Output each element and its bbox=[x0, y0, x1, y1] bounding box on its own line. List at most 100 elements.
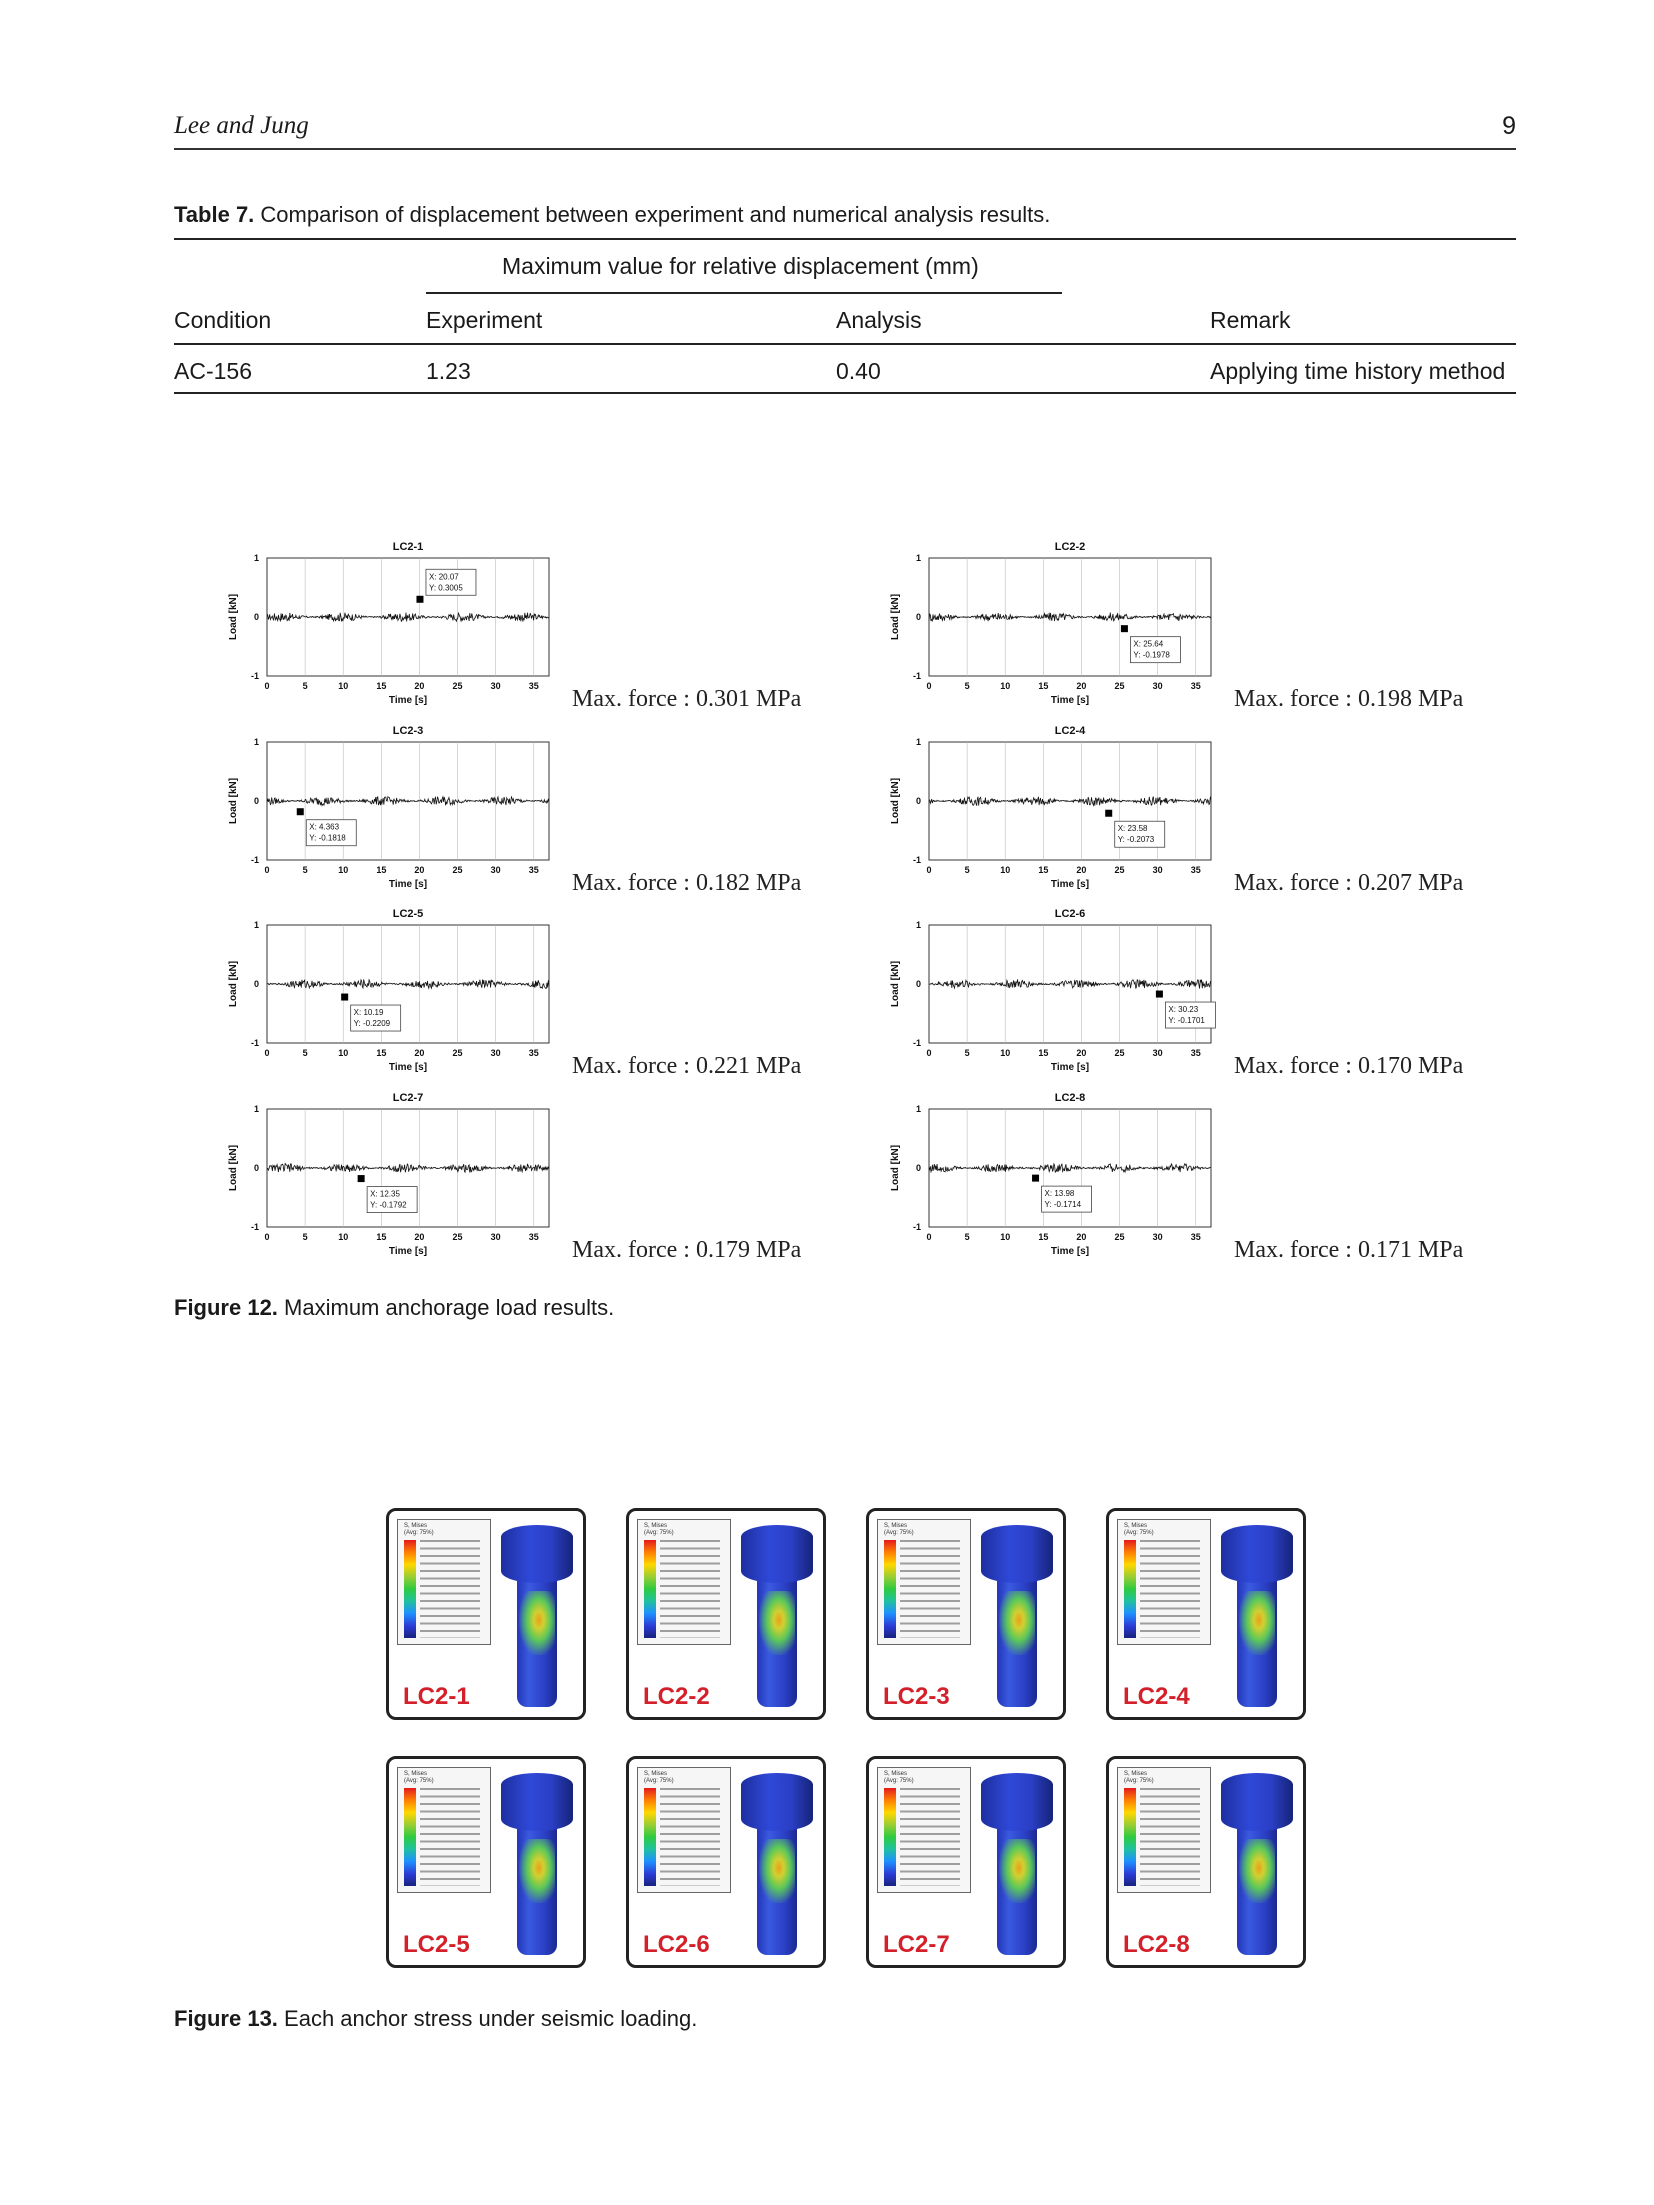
x-tick-label: 0 bbox=[264, 865, 269, 875]
y-tick-label: 0 bbox=[916, 796, 921, 806]
chart-title: LC2-8 bbox=[1055, 1092, 1086, 1104]
y-axis-label: Load [kN] bbox=[228, 778, 239, 824]
chart-title: LC2-7 bbox=[393, 1092, 424, 1104]
y-tick-label: 1 bbox=[254, 737, 259, 747]
datatip-y: Y: -0.1714 bbox=[1045, 1200, 1082, 1209]
table-caption: Table 7. Comparison of displacement betw… bbox=[174, 202, 1050, 228]
y-axis-label: Load [kN] bbox=[890, 1145, 901, 1191]
data-marker bbox=[341, 993, 349, 1001]
table-header-rule bbox=[174, 343, 1516, 345]
stress-panel-lc2-6: S, Mises (Avg: 75%) LC2-6 bbox=[626, 1756, 826, 1968]
x-tick-label: 30 bbox=[1153, 1048, 1163, 1058]
legend-color-bar bbox=[644, 1540, 656, 1638]
y-tick-label: -1 bbox=[913, 671, 921, 681]
x-tick-label: 25 bbox=[1115, 1048, 1125, 1058]
chart-title: LC2-2 bbox=[1055, 541, 1086, 553]
datatip-box bbox=[1041, 1185, 1092, 1213]
x-axis-label: Time [s] bbox=[1051, 695, 1089, 706]
anchor-head bbox=[1221, 1773, 1293, 1831]
x-tick-label: 20 bbox=[1076, 865, 1086, 875]
legend-subtitle: (Avg: 75%) bbox=[884, 1778, 914, 1784]
x-tick-label: 10 bbox=[338, 681, 348, 691]
datatip-x: X: 25.64 bbox=[1133, 640, 1163, 649]
load-chart-lc2-3: LC2-3 0 5 10 15 20 25 30 35 1 0 -1 Time [s] Load [kN]… bbox=[222, 720, 567, 895]
page-number: 9 bbox=[1502, 112, 1516, 140]
figure-13-caption-text: Each anchor stress under seismic loading… bbox=[284, 2006, 698, 2031]
legend-color-bar bbox=[1124, 1540, 1136, 1638]
data-marker bbox=[357, 1175, 365, 1183]
legend-color-bar bbox=[884, 1540, 896, 1638]
x-tick-label: 35 bbox=[1191, 681, 1201, 691]
datatip-y: Y: -0.1792 bbox=[370, 1201, 407, 1210]
x-tick-label: 35 bbox=[529, 865, 539, 875]
load-trace bbox=[928, 1162, 1212, 1174]
x-tick-label: 15 bbox=[1038, 681, 1048, 691]
y-tick-label: 1 bbox=[916, 920, 921, 930]
running-header-author: Lee and Jung bbox=[174, 112, 309, 139]
data-marker bbox=[1105, 809, 1113, 817]
y-tick-label: 1 bbox=[916, 553, 921, 563]
panel-label: LC2-2 bbox=[643, 1683, 710, 1710]
anchor-head bbox=[981, 1773, 1053, 1831]
table-cell-remark: Applying time history method bbox=[1210, 358, 1506, 384]
contour-legend: S, Mises (Avg: 75%) bbox=[1117, 1767, 1211, 1893]
table-col-condition: Condition bbox=[174, 307, 272, 333]
y-tick-label: -1 bbox=[251, 1222, 259, 1232]
legend-color-bar bbox=[404, 1540, 416, 1638]
table-col-experiment: Experiment bbox=[426, 307, 543, 333]
legend-subtitle: (Avg: 75%) bbox=[1124, 1530, 1154, 1536]
figure-12-caption: Figure 12. Maximum anchorage load result… bbox=[174, 1295, 614, 1321]
load-trace bbox=[928, 978, 1212, 990]
contour-legend: S, Mises (Avg: 75%) bbox=[397, 1767, 491, 1893]
legend-title: S, Mises bbox=[404, 1771, 428, 1777]
stress-hotspot bbox=[519, 1839, 555, 1903]
anchor-head bbox=[501, 1525, 573, 1583]
y-axis-label: Load [kN] bbox=[890, 778, 901, 824]
stress-panel-lc2-8: S, Mises (Avg: 75%) LC2-8 bbox=[1106, 1756, 1306, 1968]
datatip-box bbox=[1165, 1001, 1216, 1029]
x-tick-label: 15 bbox=[1038, 865, 1048, 875]
data-marker bbox=[1120, 625, 1128, 633]
stress-panel-lc2-4: S, Mises (Avg: 75%) LC2-4 bbox=[1106, 1508, 1306, 1720]
x-tick-label: 30 bbox=[1153, 865, 1163, 875]
x-tick-label: 25 bbox=[1115, 1232, 1125, 1242]
load-trace bbox=[928, 796, 1212, 807]
y-tick-label: 0 bbox=[254, 979, 259, 989]
x-tick-label: 35 bbox=[1191, 1048, 1201, 1058]
stress-panel-lc2-3: S, Mises (Avg: 75%) LC2-3 bbox=[866, 1508, 1066, 1720]
stress-panel-lc2-7: S, Mises (Avg: 75%) LC2-7 bbox=[866, 1756, 1066, 1968]
load-chart-lc2-4: LC2-4 0 5 10 15 20 25 30 35 1 0 -1 Time [s] Load [kN]… bbox=[884, 720, 1229, 895]
contour-legend: S, Mises (Avg: 75%) bbox=[1117, 1519, 1211, 1645]
legend-color-bar bbox=[1124, 1788, 1136, 1886]
y-tick-label: 1 bbox=[254, 553, 259, 563]
chart-title: LC2-6 bbox=[1055, 908, 1086, 920]
x-tick-label: 30 bbox=[491, 681, 501, 691]
x-tick-label: 35 bbox=[529, 681, 539, 691]
datatip-y: Y: -0.1978 bbox=[1133, 651, 1170, 660]
load-trace bbox=[928, 612, 1212, 623]
y-tick-label: 1 bbox=[254, 1104, 259, 1114]
datatip-x: X: 30.23 bbox=[1168, 1005, 1198, 1014]
y-axis-label: Load [kN] bbox=[228, 1145, 239, 1191]
x-tick-label: 10 bbox=[338, 865, 348, 875]
datatip-y: Y: -0.1701 bbox=[1168, 1016, 1205, 1025]
legend-color-bar bbox=[404, 1788, 416, 1886]
x-axis-label: Time [s] bbox=[1051, 1062, 1089, 1073]
data-marker bbox=[416, 595, 424, 603]
panel-label: LC2-5 bbox=[403, 1931, 470, 1958]
x-tick-label: 30 bbox=[491, 1048, 501, 1058]
x-tick-label: 10 bbox=[338, 1048, 348, 1058]
load-trace bbox=[266, 978, 550, 990]
y-axis-label: Load [kN] bbox=[890, 961, 901, 1007]
datatip-y: Y: -0.1818 bbox=[309, 834, 346, 843]
y-axis-label: Load [kN] bbox=[228, 961, 239, 1007]
x-tick-label: 15 bbox=[376, 681, 386, 691]
y-tick-label: -1 bbox=[251, 1038, 259, 1048]
panel-label: LC2-4 bbox=[1123, 1683, 1190, 1710]
x-tick-label: 15 bbox=[376, 1048, 386, 1058]
table-caption-text: Comparison of displacement between exper… bbox=[260, 202, 1051, 227]
x-tick-label: 30 bbox=[491, 1232, 501, 1242]
